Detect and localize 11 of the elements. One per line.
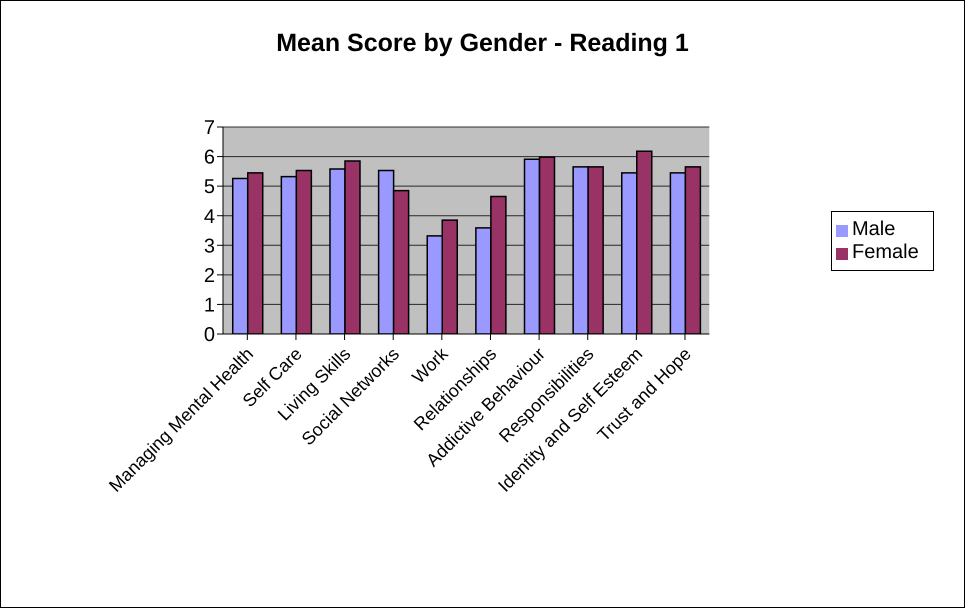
y-tick-label: 7 [204, 117, 215, 140]
legend-label: Male [852, 218, 896, 240]
y-tick-label: 2 [204, 264, 215, 287]
y-tick-label: 0 [204, 324, 215, 346]
y-tick-label: 5 [204, 176, 215, 198]
chart-title: Mean Score by Gender - Reading 1 [275, 29, 690, 58]
y-tick-label: 1 [204, 294, 215, 317]
y-tick-label: 6 [204, 146, 215, 169]
y-tick-label: 3 [204, 235, 215, 258]
y-tick-label: 4 [204, 206, 215, 228]
legend-label: Female [852, 241, 919, 263]
